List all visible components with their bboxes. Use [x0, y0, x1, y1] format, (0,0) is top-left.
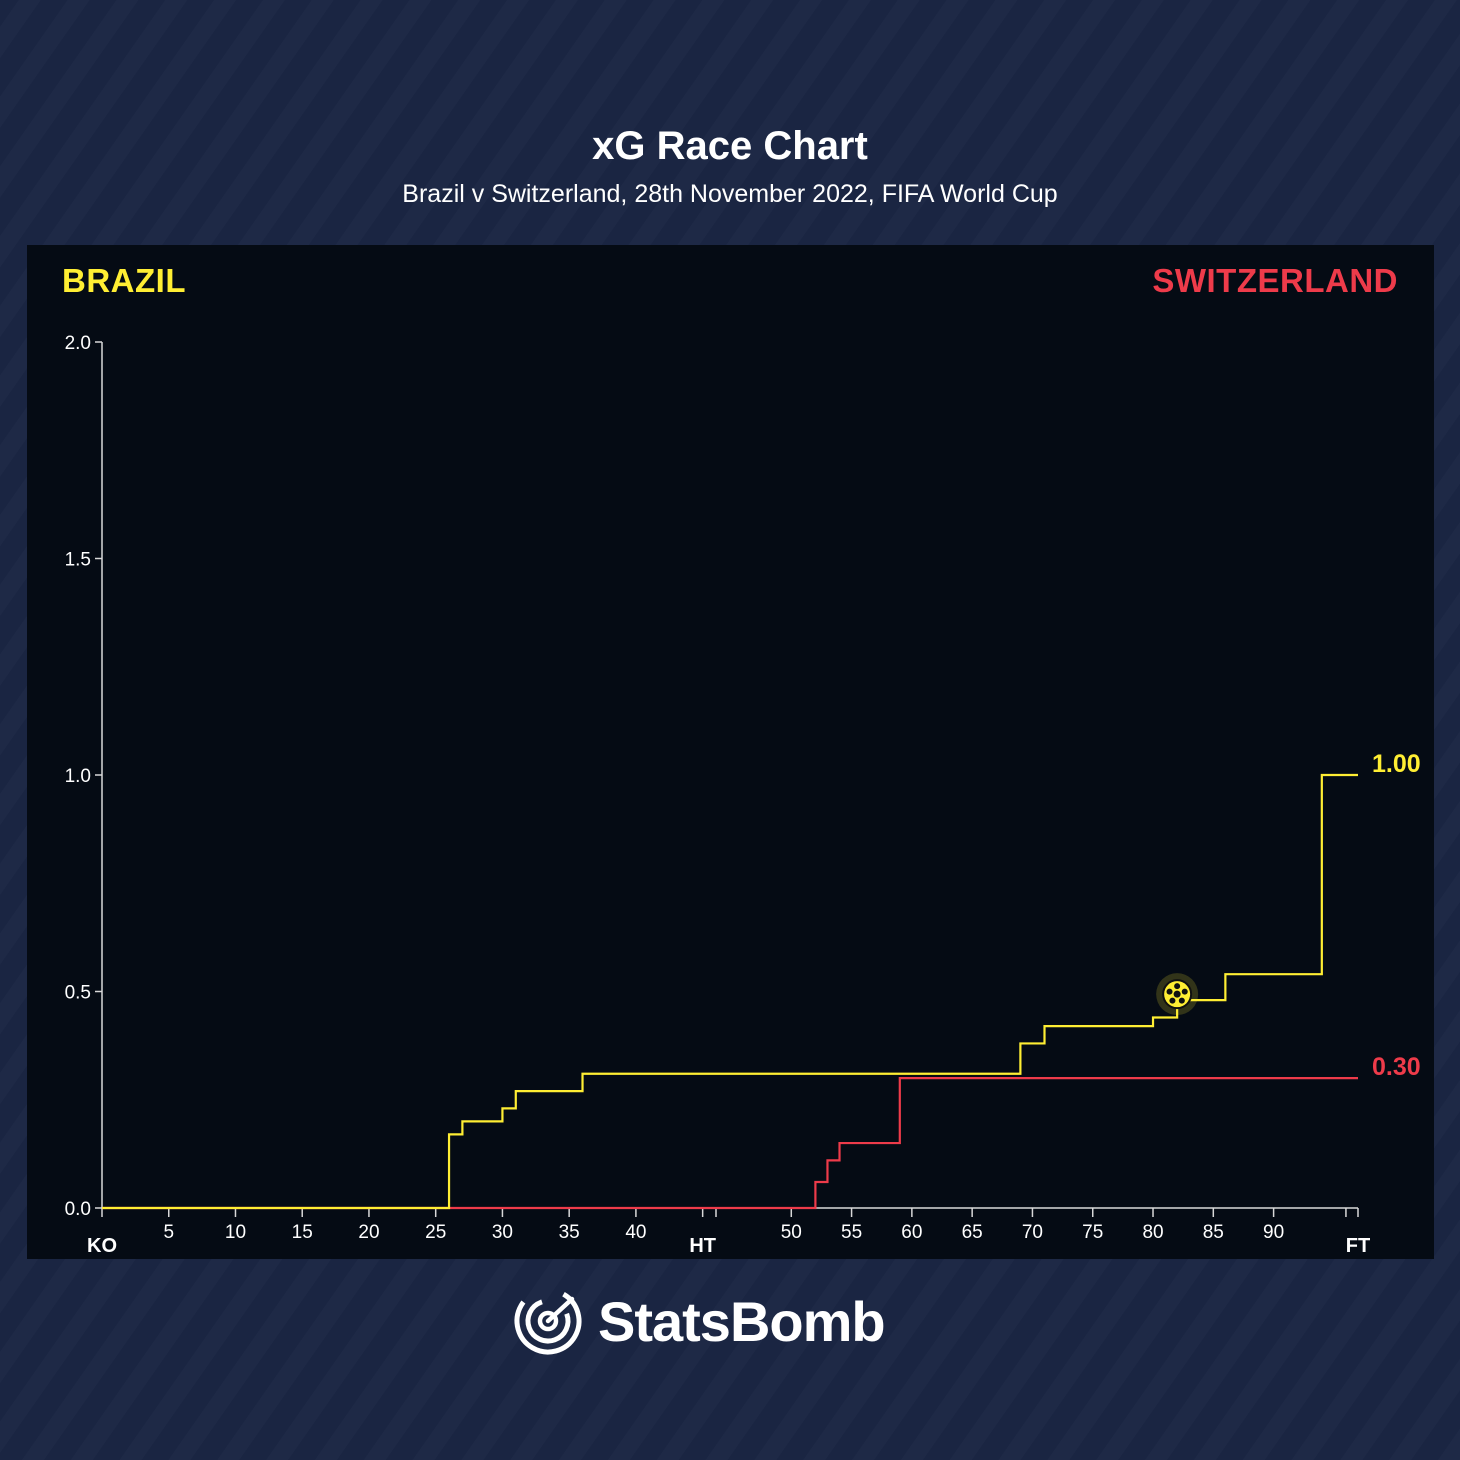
x-first-half-tick-label: 30: [492, 1222, 513, 1243]
x-second-half-tick-label: 90: [1263, 1222, 1284, 1243]
goal-ball-patch: [1169, 997, 1176, 1004]
x-second-half-tick-label: 60: [901, 1222, 922, 1243]
x-first-half-tick-label: 5: [163, 1222, 174, 1243]
goal-ball-patch: [1181, 988, 1188, 995]
series-line-switzerland: [102, 1077, 1358, 1210]
x-first-half-tick-label: 15: [292, 1222, 313, 1243]
goal-ball-patch: [1166, 988, 1173, 995]
y-tick-label: 1.5: [65, 550, 91, 571]
y-tick-label: 0.5: [65, 983, 91, 1004]
chart-subtitle: Brazil v Switzerland, 28th November 2022…: [402, 180, 1058, 208]
series-line-brazil: [102, 773, 1358, 1210]
x-second-half-tick-label: 80: [1142, 1222, 1163, 1243]
statsbomb-logo-icon: [514, 1287, 582, 1355]
away-team-label: SWITZERLAND: [1152, 262, 1398, 299]
chart-panel: [27, 245, 1434, 1259]
x-second-half-tick-label: 75: [1082, 1222, 1103, 1243]
goal-ball-patch: [1178, 997, 1185, 1004]
brand-name: StatsBomb: [598, 1289, 886, 1353]
y-tick-label: 1.0: [65, 766, 91, 787]
y-tick-label: 0.0: [65, 1199, 91, 1220]
x-first-half-tick-label: 10: [225, 1222, 246, 1243]
y-tick-label: 2.0: [65, 333, 91, 354]
x-second-half-tick-label: HT: [689, 1235, 716, 1257]
chart-title: xG Race Chart: [592, 124, 868, 168]
goal-ball-patch: [1173, 990, 1181, 998]
x-second-half-tick-label: 70: [1022, 1222, 1043, 1243]
final-xg-label-switzerland: 0.30: [1372, 1053, 1421, 1081]
x-first-half-tick-label: 35: [559, 1222, 580, 1243]
x-second-half-tick-label: 50: [781, 1222, 802, 1243]
home-team-label: BRAZIL: [62, 262, 186, 299]
brand-footer: StatsBomb: [512, 1284, 886, 1358]
goal-ball-patch: [1174, 983, 1181, 990]
x-second-half-tick-label: 55: [841, 1222, 862, 1243]
x-first-half-tick-label: 40: [625, 1222, 646, 1243]
x-first-half-tick-label: 20: [358, 1222, 379, 1243]
x-second-half-tick-label: FT: [1346, 1235, 1370, 1257]
x-second-half-tick-label: 65: [962, 1222, 983, 1243]
x-first-half-tick-label: KO: [87, 1235, 117, 1257]
x-first-half-tick-label: 25: [425, 1222, 446, 1243]
final-xg-label-brazil: 1.00: [1372, 750, 1421, 778]
x-second-half-tick-label: 85: [1203, 1222, 1224, 1243]
